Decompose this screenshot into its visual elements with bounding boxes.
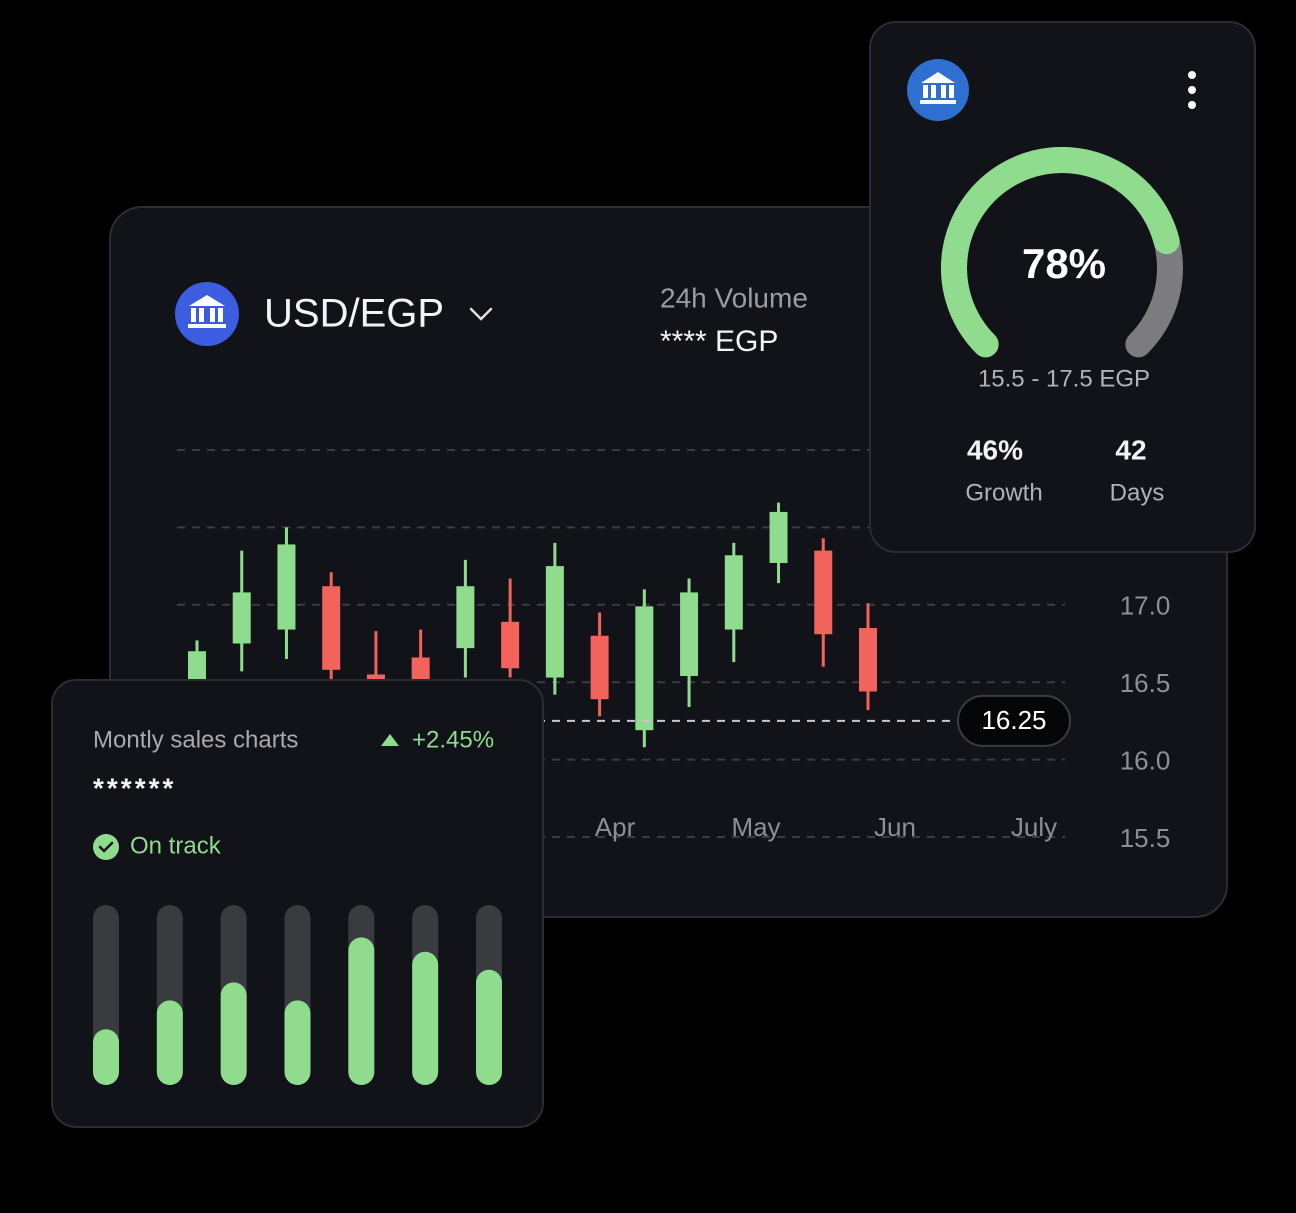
sales-change: +2.45% (412, 726, 494, 753)
stat-label: Days (1110, 479, 1165, 506)
candle-body (814, 550, 833, 635)
dropdown-chevron[interactable] (469, 307, 493, 321)
candle-body (635, 606, 654, 731)
gauge-card-bg (869, 21, 1256, 553)
check-icon (93, 834, 119, 860)
candle-body (545, 566, 564, 678)
candle-body (724, 555, 743, 630)
more-menu[interactable] (1188, 71, 1196, 109)
bar (284, 1000, 311, 1085)
gauge-card: 15.5 - 17.5 EGP 46% Growth 42 Days 78% (869, 21, 1256, 553)
up-arrow (381, 734, 399, 746)
pair-title[interactable]: USD/EGP (264, 292, 444, 336)
gauge-range: 15.5 - 17.5 EGP (978, 365, 1150, 392)
bar (348, 937, 375, 1085)
candle-body (680, 592, 699, 677)
candlestick-chart: 15.516.016.517.017.518.0AprMayJunJuly16.… (177, 436, 1170, 853)
gauge-arc (941, 147, 1180, 358)
gauge-value: 78% (1022, 240, 1106, 287)
candle-body (859, 628, 877, 692)
candle-body (322, 586, 341, 670)
bar (476, 969, 502, 1085)
sales-card: Montly sales charts +2.45% ****** On tra… (51, 679, 544, 1128)
bank-icon (907, 59, 969, 121)
volume-value: **** EGP (660, 325, 778, 358)
y-tick-label: 15.5 (1120, 823, 1171, 853)
stat-value: 46% (967, 434, 1023, 465)
stat-value: 42 (1115, 434, 1146, 465)
bar (220, 982, 247, 1085)
sales-status: On track (130, 832, 222, 859)
bar (93, 1029, 119, 1085)
current-price-pill (957, 694, 1071, 747)
volume-label: 24h Volume (660, 282, 808, 313)
y-tick-label: 16.5 (1120, 668, 1171, 698)
candle-body (769, 511, 788, 564)
x-tick-label: July (1011, 812, 1057, 842)
bank-icon (175, 282, 239, 346)
sales-amount: ****** (93, 772, 176, 803)
candle-body (501, 621, 520, 669)
candle-body (232, 592, 251, 644)
stat-label: Growth (965, 479, 1042, 506)
y-tick-label: 17.0 (1120, 591, 1171, 621)
candle-body (456, 586, 475, 649)
bar (412, 951, 439, 1085)
y-tick-label: 16.0 (1120, 745, 1171, 775)
x-tick-label: May (731, 812, 780, 842)
x-tick-label: Apr (595, 812, 636, 842)
sales-title: Montly sales charts (93, 726, 298, 753)
bar (156, 1000, 183, 1085)
candle-body (590, 635, 609, 700)
candle-body (277, 544, 296, 630)
x-tick-label: Jun (874, 812, 916, 842)
current-price-label: 16.25 (981, 705, 1046, 735)
